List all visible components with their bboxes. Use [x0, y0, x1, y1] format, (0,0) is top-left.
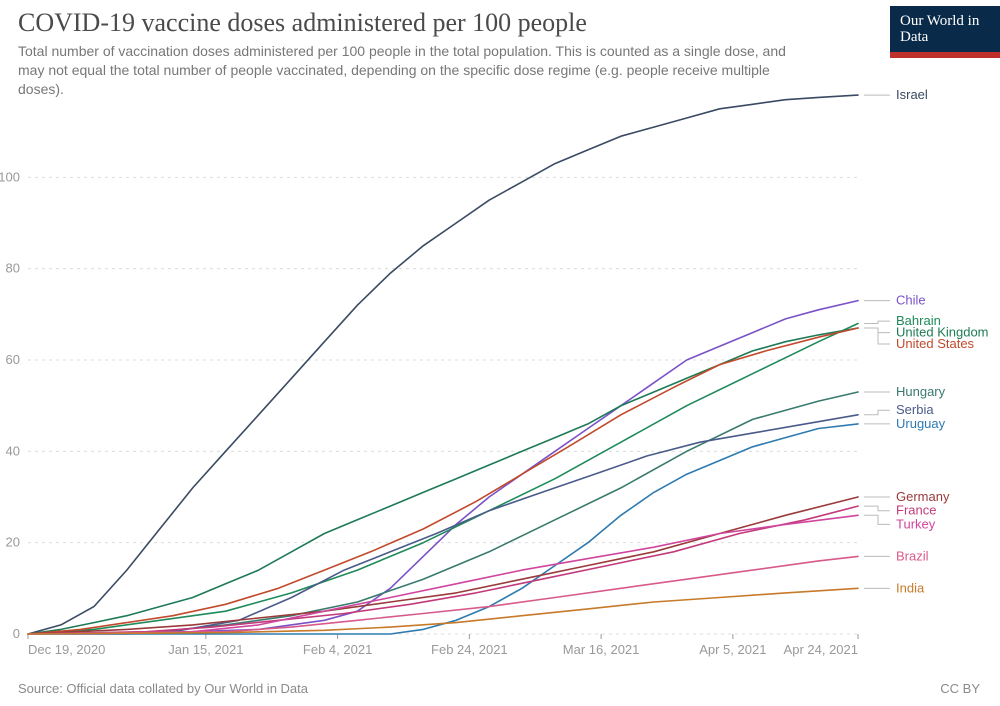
chart-page: COVID-19 vaccine doses administered per …	[0, 0, 1000, 706]
series-line-united-kingdom	[28, 328, 858, 634]
chart-title: COVID-19 vaccine doses administered per …	[18, 8, 587, 38]
y-tick-label: 0	[13, 626, 20, 641]
y-tick-label: 100	[0, 169, 20, 184]
line-chart-svg: 0 20 40 60 80 100 Dec 19, 2020 Jan 15, 2021 Feb …	[0, 80, 1000, 670]
source-text: Source: Official data collated by Our Wo…	[18, 681, 308, 696]
series-line-hungary	[28, 392, 858, 634]
series-line-germany	[28, 497, 858, 634]
x-tick-label: Feb 24, 2021	[431, 642, 508, 657]
x-tick-label: Apr 24, 2021	[784, 642, 858, 657]
label-connector	[864, 506, 890, 511]
series-label-chile: Chile	[896, 293, 926, 308]
y-tick-label: 80	[6, 261, 20, 276]
series-label-united-states: United States	[896, 336, 975, 351]
x-tick-label: Mar 16, 2021	[563, 642, 640, 657]
series-line-bahrain	[28, 324, 858, 635]
series-line-france	[28, 506, 858, 634]
label-connector	[864, 328, 890, 344]
chart-area: 0 20 40 60 80 100 Dec 19, 2020 Jan 15, 2021 Feb …	[0, 80, 1000, 670]
series-label-hungary: Hungary	[896, 384, 946, 399]
series-line-united-states	[28, 328, 858, 634]
series-label-uruguay: Uruguay	[896, 416, 946, 431]
label-connector	[864, 328, 890, 333]
x-tick-label: Dec 19, 2020	[28, 642, 105, 657]
owid-logo: Our World in Data	[890, 6, 1000, 58]
series-label-brazil: Brazil	[896, 548, 929, 563]
series-label-india: India	[896, 580, 925, 595]
series-label-turkey: Turkey	[896, 516, 936, 531]
license-text: CC BY	[940, 681, 980, 696]
x-tick-label: Apr 5, 2021	[699, 642, 766, 657]
y-tick-label: 40	[6, 443, 20, 458]
series-line-serbia	[28, 415, 858, 634]
series-line-israel	[28, 95, 858, 634]
owid-logo-text: Our World in Data	[890, 6, 1000, 52]
y-tick-label: 20	[6, 535, 20, 550]
x-tick-label: Feb 4, 2021	[303, 642, 372, 657]
owid-logo-bar	[890, 52, 1000, 58]
y-tick-label: 60	[6, 352, 20, 367]
x-tick-label: Jan 15, 2021	[168, 642, 243, 657]
label-connector	[864, 515, 890, 524]
label-connector	[864, 321, 890, 323]
label-connector	[864, 410, 890, 415]
series-line-chile	[28, 301, 858, 634]
series-label-israel: Israel	[896, 87, 928, 102]
